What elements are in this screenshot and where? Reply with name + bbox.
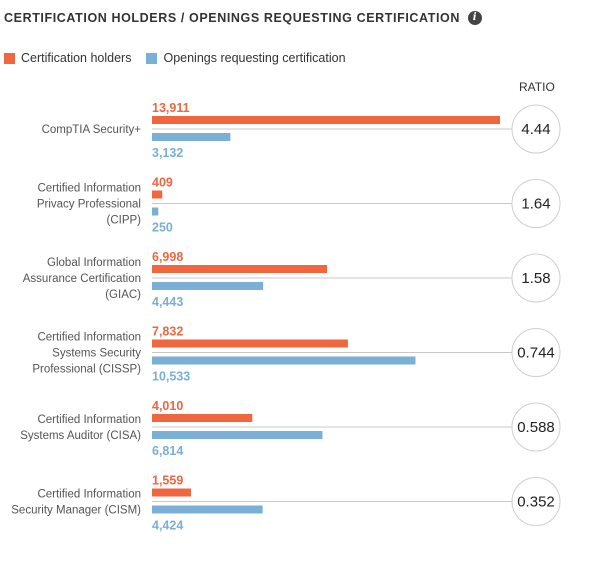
category-label: Security Manager (CISM) bbox=[11, 505, 141, 517]
ratio-value: 1.58 bbox=[521, 270, 550, 287]
ratio-circle bbox=[511, 253, 561, 303]
category-label: (CIPP) bbox=[107, 215, 142, 227]
bar-holders bbox=[152, 116, 500, 124]
bar-holders bbox=[152, 339, 348, 348]
legend-item-holders[interactable]: Certification holders bbox=[4, 51, 131, 65]
category-label: Systems Security bbox=[52, 348, 141, 360]
value-label-openings: 4,443 bbox=[152, 295, 183, 309]
category-label: Certified Information bbox=[37, 489, 141, 501]
ratio-circle bbox=[511, 477, 561, 526]
value-label-openings: 10,533 bbox=[152, 370, 190, 384]
legend-item-openings[interactable]: Openings requesting certification bbox=[146, 51, 346, 65]
value-label-holders: 4,010 bbox=[152, 399, 183, 413]
legend-swatch-holders bbox=[4, 52, 15, 64]
value-label-holders: 409 bbox=[152, 176, 173, 190]
legend-label-holders: Certification holders bbox=[21, 51, 132, 65]
value-label-holders: 6,998 bbox=[152, 250, 183, 264]
legend-label-openings: Openings requesting certification bbox=[163, 51, 346, 65]
legend: Certification holders Openings requestin… bbox=[4, 51, 361, 65]
value-label-holders: 7,832 bbox=[152, 325, 183, 339]
category-label: Certified Information bbox=[37, 332, 141, 344]
ratio-value: 0.588 bbox=[517, 419, 555, 436]
bar-holders bbox=[152, 265, 328, 273]
ratio-circle bbox=[511, 328, 561, 377]
bar-openings bbox=[152, 282, 264, 290]
category-label: CompTIA Security+ bbox=[42, 124, 142, 136]
value-label-holders: 13,911 bbox=[152, 101, 190, 115]
bar-openings bbox=[152, 133, 231, 141]
ratio-value: 1.64 bbox=[521, 196, 550, 213]
ratio-circle bbox=[511, 402, 561, 452]
bar-holders bbox=[152, 190, 163, 199]
value-label-openings: 6,814 bbox=[152, 444, 183, 458]
category-label: Assurance Certification bbox=[23, 273, 141, 285]
category-label: Systems Auditor (CISA) bbox=[20, 430, 141, 442]
value-label-holders: 1,559 bbox=[152, 474, 183, 488]
ratio-value: 0.744 bbox=[517, 345, 555, 362]
category-label: (GIAC) bbox=[105, 289, 141, 301]
ratio-circle bbox=[511, 104, 561, 154]
category-label: Professional (CISSP) bbox=[32, 364, 141, 376]
bar-holders bbox=[152, 488, 192, 497]
bar-holders bbox=[152, 414, 253, 422]
value-label-openings: 3,132 bbox=[152, 146, 183, 160]
ratio-header: RATIO bbox=[519, 80, 555, 94]
value-label-openings: 250 bbox=[152, 221, 173, 235]
legend-swatch-openings bbox=[146, 52, 158, 64]
category-label: Certified Information bbox=[37, 414, 141, 426]
bar-openings bbox=[152, 356, 416, 365]
chart-title: CERTIFICATION HOLDERS / OPENINGS REQUEST… bbox=[4, 11, 482, 25]
ratio-value: 0.352 bbox=[517, 494, 555, 511]
bar-openings bbox=[152, 505, 263, 514]
chart-title-text: CERTIFICATION HOLDERS / OPENINGS REQUEST… bbox=[4, 11, 460, 25]
ratio-value: 4.44 bbox=[521, 121, 550, 138]
bar-openings bbox=[152, 431, 323, 439]
bar-openings bbox=[152, 207, 159, 216]
value-label-openings: 4,424 bbox=[152, 519, 183, 533]
category-label: Certified Information bbox=[37, 183, 141, 195]
ratio-circle bbox=[511, 179, 561, 228]
category-label: Global Information bbox=[47, 257, 141, 269]
info-icon[interactable]: i bbox=[467, 11, 482, 25]
category-label: Privacy Professional bbox=[37, 199, 141, 211]
